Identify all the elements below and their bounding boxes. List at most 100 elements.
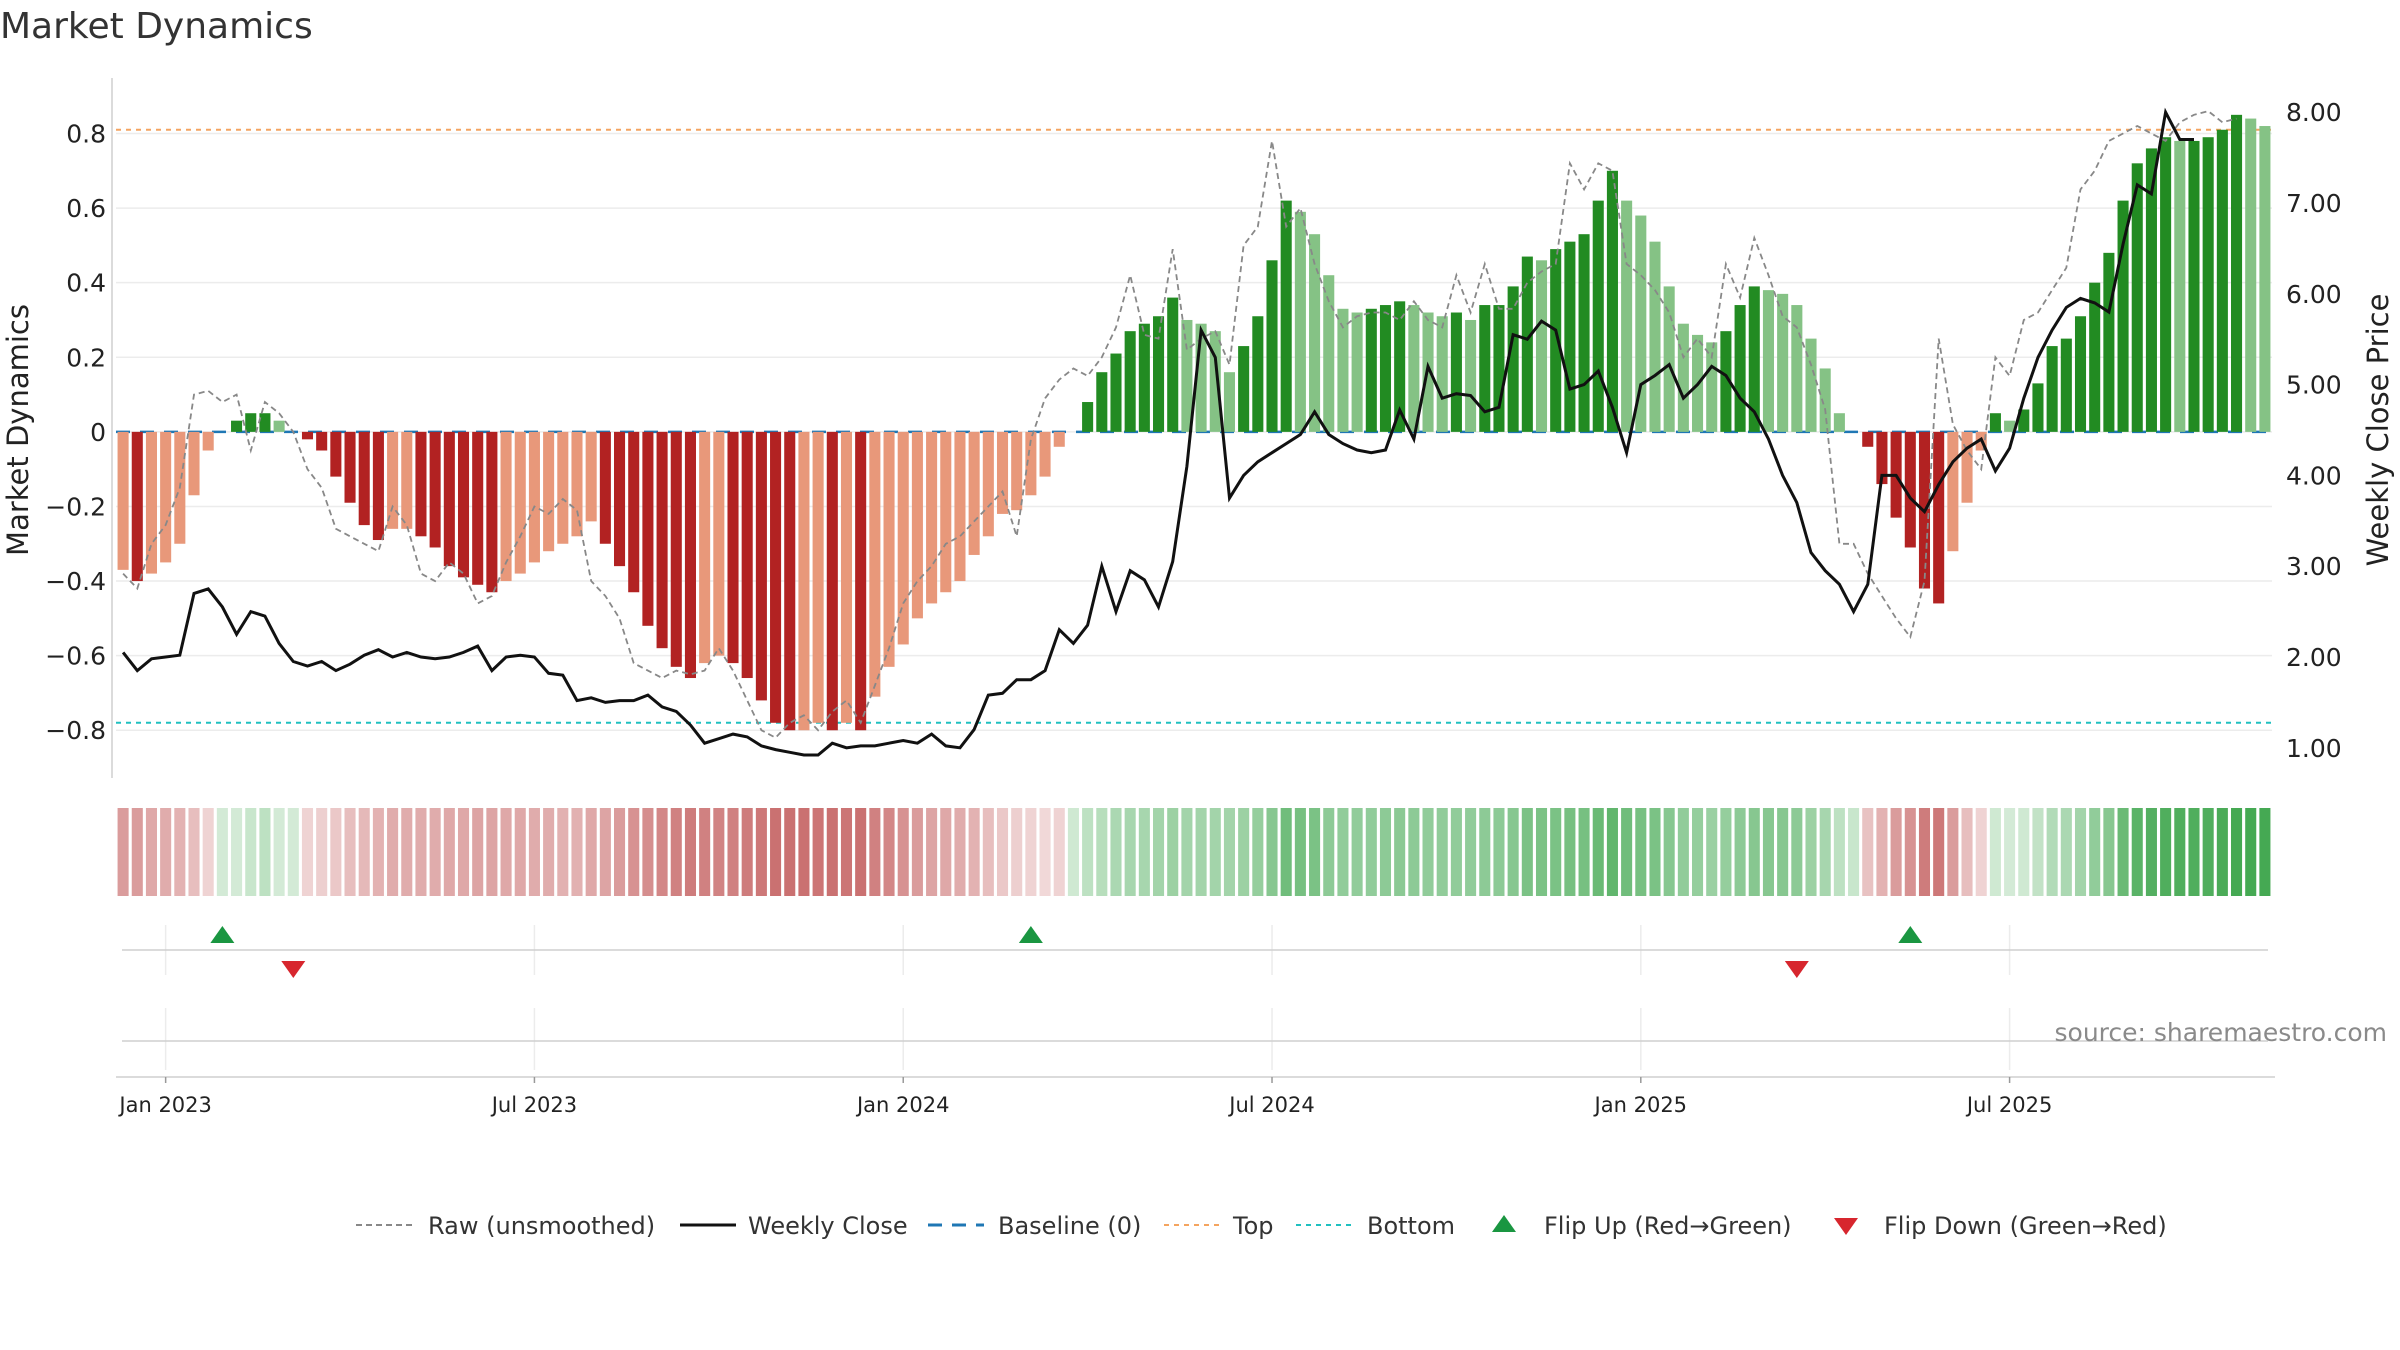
heat-cell-60 [968, 808, 980, 896]
heat-cell-31 [557, 808, 569, 896]
heat-cell-143 [2145, 808, 2157, 896]
bar-149 [2231, 114, 2243, 432]
bar-80 [1252, 316, 1264, 432]
heat-cell-123 [1862, 808, 1874, 896]
heat-cell-42 [713, 808, 725, 896]
flip-markers-panel [122, 926, 2268, 1042]
bar-115 [1748, 286, 1760, 432]
y2-tick-label-0: 8.00 [2286, 98, 2342, 127]
heat-cell-39 [670, 808, 682, 896]
bar-103 [1578, 234, 1590, 432]
bar-124 [1876, 431, 1888, 485]
heat-cell-81 [1266, 808, 1278, 896]
y-tick-label-1: 0.6 [66, 194, 106, 223]
heat-cell-93 [1436, 808, 1448, 896]
legend-label-6: Flip Down (Green→Red) [1884, 1212, 2167, 1240]
heat-cell-62 [996, 808, 1009, 896]
legend-swatch-flip-up [1492, 1215, 1516, 1232]
heat-cell-89 [1379, 808, 1392, 896]
heat-cell-132 [1989, 808, 2001, 896]
y-axis-left: 0.8 0.6 0.4 0.2 0 −0.2 −0.4 −0.6 −0.8 [45, 78, 113, 778]
bar-100 [1535, 260, 1548, 432]
heat-cell-30 [543, 808, 555, 896]
heat-cell-11 [273, 808, 285, 896]
bar-141 [2117, 200, 2129, 432]
heat-cell-144 [2160, 808, 2172, 896]
flip-up-marker-2 [1898, 926, 1923, 943]
chart-title: Market Dynamics [0, 6, 313, 47]
heat-cell-13 [301, 808, 314, 896]
heat-cell-48 [798, 808, 810, 896]
bar-62 [996, 431, 1009, 514]
bar-9 [245, 413, 257, 432]
heat-cell-41 [699, 808, 711, 896]
bar-108 [1649, 241, 1661, 432]
bar-27 [500, 431, 512, 582]
heat-cell-28 [514, 808, 526, 896]
bar-49 [812, 431, 824, 723]
heat-cell-17 [358, 808, 370, 896]
heat-cell-111 [1692, 808, 1704, 896]
heat-cell-20 [401, 808, 413, 896]
bar-87 [1351, 312, 1363, 432]
bar-24 [457, 431, 470, 578]
heat-cell-131 [1975, 808, 1987, 896]
bar-145 [2174, 140, 2186, 432]
bar-129 [1947, 431, 1959, 552]
heat-cell-4 [174, 808, 186, 896]
heat-cell-3 [160, 808, 172, 896]
heat-cell-33 [585, 808, 597, 896]
bar-23 [443, 431, 455, 567]
bar-18 [372, 431, 384, 541]
bar-44 [741, 431, 753, 679]
bar-14 [316, 431, 328, 451]
heat-cell-137 [2060, 808, 2072, 896]
bar-106 [1621, 200, 1633, 432]
heat-cell-37 [642, 808, 654, 896]
heat-cell-134 [2018, 808, 2030, 896]
heat-cell-130 [1961, 808, 1973, 896]
legend-label-0: Raw (unsmoothed) [428, 1212, 655, 1240]
bar-66 [1053, 431, 1065, 447]
legend-label-1: Weekly Close [748, 1212, 908, 1240]
heat-cell-32 [571, 808, 583, 896]
heat-cell-116 [1762, 808, 1774, 896]
bar-36 [628, 431, 640, 593]
bar-86 [1337, 308, 1349, 432]
bar-123 [1862, 431, 1874, 447]
y-tick-label-6: −0.4 [45, 567, 106, 596]
heat-cell-97 [1493, 808, 1505, 896]
bar-128 [1933, 431, 1945, 604]
bar-38 [656, 431, 668, 649]
bar-118 [1791, 305, 1803, 432]
bar-30 [543, 431, 555, 552]
heat-cell-56 [911, 808, 923, 896]
bar-83 [1294, 211, 1306, 432]
heat-cell-27 [500, 808, 512, 896]
y2-tick-label-3: 5.00 [2286, 371, 2342, 400]
bar-82 [1280, 200, 1292, 432]
reference-lines [116, 128, 2272, 724]
heat-cell-145 [2174, 808, 2186, 896]
legend-label-3: Top [1232, 1212, 1274, 1240]
bar-120 [1819, 368, 1831, 432]
bar-116 [1762, 290, 1774, 432]
heat-cell-72 [1138, 808, 1150, 896]
heat-cell-12 [287, 808, 299, 896]
bar-143 [2145, 148, 2157, 432]
heat-cell-133 [2004, 808, 2016, 896]
heat-cell-26 [486, 808, 498, 896]
flip-up-marker-0 [210, 926, 235, 943]
legend: Raw (unsmoothed) Weekly Close Baseline (0)… [356, 1212, 2167, 1240]
strength-heatstrip [117, 808, 2271, 896]
heat-cell-55 [897, 808, 909, 896]
bar-79 [1238, 346, 1250, 432]
bar-29 [528, 431, 540, 563]
flip-down-marker-1 [1784, 961, 1809, 978]
bar-114 [1734, 305, 1746, 432]
raw-line [122, 110, 2237, 739]
heat-cell-139 [2089, 808, 2101, 896]
bar-47 [784, 431, 796, 731]
bar-17 [358, 431, 370, 526]
bar-138 [2074, 316, 2087, 432]
